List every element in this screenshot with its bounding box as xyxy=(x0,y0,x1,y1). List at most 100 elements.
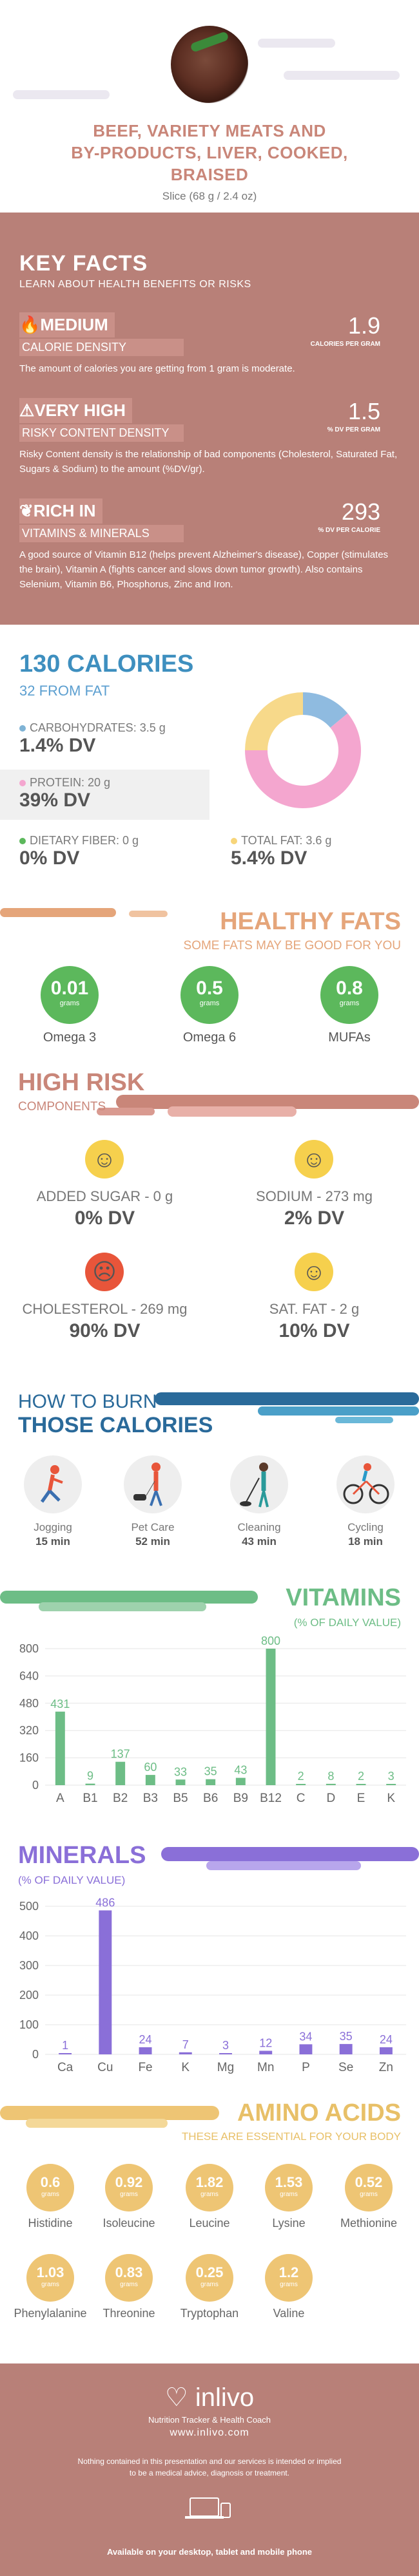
jogging-minutes: 15 min xyxy=(35,1535,70,1548)
x-tick-label: Se xyxy=(338,2061,353,2074)
vitamins-desc: A good source of Vitamin B12 (helps prev… xyxy=(19,549,389,590)
valine-label: Valine xyxy=(273,2307,305,2320)
x-tick-label: Cu xyxy=(97,2061,113,2074)
heart-icon: ♡ xyxy=(164,2383,188,2412)
leucine-label: Leucine xyxy=(189,2217,230,2230)
x-tick-label: Fe xyxy=(138,2061,152,2074)
grams-unit: grams xyxy=(200,2281,219,2288)
calorie-density-unit: CALORIES PER GRAM xyxy=(310,341,380,348)
food-image xyxy=(171,26,248,103)
dog-walking-icon xyxy=(124,1455,182,1513)
fat-label: TOTAL FAT: 3.6 g xyxy=(241,834,332,847)
x-tick-label: B9 xyxy=(233,1792,248,1805)
donut-slice-carbs xyxy=(303,692,348,728)
vitamins-section: VITAMINS (% OF DAILY VALUE) 0 160 320 480 64… xyxy=(0,1578,419,1810)
decorative-bar xyxy=(13,90,110,99)
risky-density-item: ⚠VERY HIGH RISKY CONTENT DENSITY 1.5 % D… xyxy=(19,398,400,477)
sat-fat-dv: 10% DV xyxy=(278,1320,350,1341)
bar-value-label: 7 xyxy=(182,2038,189,2051)
key-facts-subtitle: LEARN ABOUT HEALTH BENEFITS OR RISKS xyxy=(19,279,251,290)
x-tick-label: B6 xyxy=(203,1792,218,1805)
grams-unit: grams xyxy=(200,2191,219,2198)
bar-value-label: 431 xyxy=(50,1698,70,1710)
grams-unit: grams xyxy=(280,2281,298,2288)
bar-Ca xyxy=(59,2053,72,2054)
threonine-label: Threonine xyxy=(102,2307,155,2320)
fiber-dot xyxy=(19,838,26,844)
grams-unit: grams xyxy=(120,2281,138,2288)
bar-value-label: 3 xyxy=(222,2039,229,2052)
bar-Cu xyxy=(99,1910,112,2054)
decorative-stripes xyxy=(0,1591,258,1611)
amino-acids-title: AMINO ACIDS xyxy=(237,2099,401,2126)
bar-value-label: 137 xyxy=(111,1748,130,1761)
decorative-bar xyxy=(258,39,335,48)
methionine-label: Methionine xyxy=(340,2217,398,2230)
vitamins-subtitle: (% OF DAILY VALUE) xyxy=(293,1616,401,1629)
bar-value-label: 2 xyxy=(298,1770,304,1783)
vitamins-title: VITAMINS xyxy=(286,1584,401,1611)
brand-url[interactable]: www.inlivo.com xyxy=(170,2427,249,2438)
bar-D xyxy=(326,1783,336,1785)
tryptophan-value: 0.25 xyxy=(195,2264,224,2280)
histidine-circle: 0.6 grams xyxy=(26,2164,74,2211)
serving-size: Slice (68 g / 2.4 oz) xyxy=(162,190,257,202)
calorie-density-value: 1.9 xyxy=(347,312,380,339)
calories-from-fat: 32 FROM FAT xyxy=(19,683,110,699)
bar-Zn xyxy=(379,2047,393,2054)
added-sugar-label: ADDED SUGAR - 0 g xyxy=(36,1188,173,1204)
high-risk-section: HIGH RISK COMPONENTS ☺ ADDED SUGAR - 0 g… xyxy=(0,1063,419,1365)
grams-unit: grams xyxy=(41,2281,59,2288)
bar-A xyxy=(55,1711,65,1785)
bar-value-label: 486 xyxy=(95,1896,115,1909)
vitamins-unit: % DV PER CALORIE xyxy=(318,527,380,534)
high-risk-subtitle: COMPONENTS xyxy=(18,1100,106,1113)
cholesterol-label: CHOLESTEROL - 269 mg xyxy=(22,1301,188,1317)
bar-value-label: 35 xyxy=(340,2030,353,2043)
food-title: BEEF, VARIETY MEATS AND BY-PRODUCTS, LIV… xyxy=(71,121,348,184)
lysine-value: 1.53 xyxy=(275,2174,303,2190)
x-tick-label: K xyxy=(387,1792,395,1805)
bar-value-label: 1 xyxy=(62,2039,68,2052)
bar-value-label: 35 xyxy=(204,1765,217,1778)
bar-Mg xyxy=(219,2053,232,2054)
bar-B2 xyxy=(115,1761,126,1785)
sad-face-icon: ☹ xyxy=(85,1253,124,1291)
decorative-stripes xyxy=(0,2106,219,2128)
healthy-fats-section: HEALTHY FATS SOME FATS MAY BE GOOD FOR Y… xyxy=(0,902,419,1050)
bar-value-label: 800 xyxy=(261,1636,280,1647)
omega6-label: Omega 6 xyxy=(182,1030,237,1045)
vitamins-level: RICH IN xyxy=(33,501,96,520)
valine-circle: 1.2 grams xyxy=(265,2254,313,2302)
x-tick-label: Mn xyxy=(257,2061,274,2074)
fat-macro: TOTAL FAT: 3.6 g 5.4% DV xyxy=(231,834,331,869)
bar-value-label: 34 xyxy=(299,2030,312,2043)
bar-B3 xyxy=(145,1775,155,1785)
carbs-label: CARBOHYDRATES: 3.5 g xyxy=(30,721,166,734)
protein-dot xyxy=(19,780,26,786)
decorative-stripes xyxy=(161,1847,419,1870)
header: BEEF, VARIETY MEATS AND BY-PRODUCTS, LIV… xyxy=(0,0,419,213)
amino-acids-subtitle: THESE ARE ESSENTIAL FOR YOUR BODY xyxy=(181,2130,401,2143)
methionine-value: 0.52 xyxy=(355,2174,383,2190)
fiber-label: DIETARY FIBER: 0 g xyxy=(30,834,139,847)
threonine-value: 0.83 xyxy=(115,2264,143,2280)
risky-density-unit: % DV PER GRAM xyxy=(327,426,380,433)
decorative-stripes xyxy=(155,1392,419,1423)
sat-fat-label: SAT. FAT - 2 g xyxy=(269,1301,360,1317)
x-tick-label: B2 xyxy=(113,1792,128,1805)
protein-macro: PROTEIN: 20 g 39% DV xyxy=(19,776,110,811)
bar-value-label: 9 xyxy=(87,1770,93,1783)
y-tick-label: 0 xyxy=(32,1779,39,1792)
calories-section: 130 CALORIES 32 FROM FAT CARBOHYDRATES: … xyxy=(0,625,419,902)
y-tick-label: 300 xyxy=(19,1959,39,1972)
fat-dv: 5.4% DV xyxy=(231,848,307,869)
brand-logo: inlivo xyxy=(195,2383,255,2412)
cleaning-icon xyxy=(230,1455,288,1513)
key-facts-section: KEY FACTS LEARN ABOUT HEALTH BENEFITS OR… xyxy=(0,213,419,625)
omega3-value: 0.01 xyxy=(50,978,89,999)
phenylalanine-circle: 1.03 grams xyxy=(26,2254,74,2302)
sodium-dv: 2% DV xyxy=(284,1208,345,1229)
risky-density-level: VERY HIGH xyxy=(34,401,126,420)
bar-P xyxy=(299,2044,313,2054)
